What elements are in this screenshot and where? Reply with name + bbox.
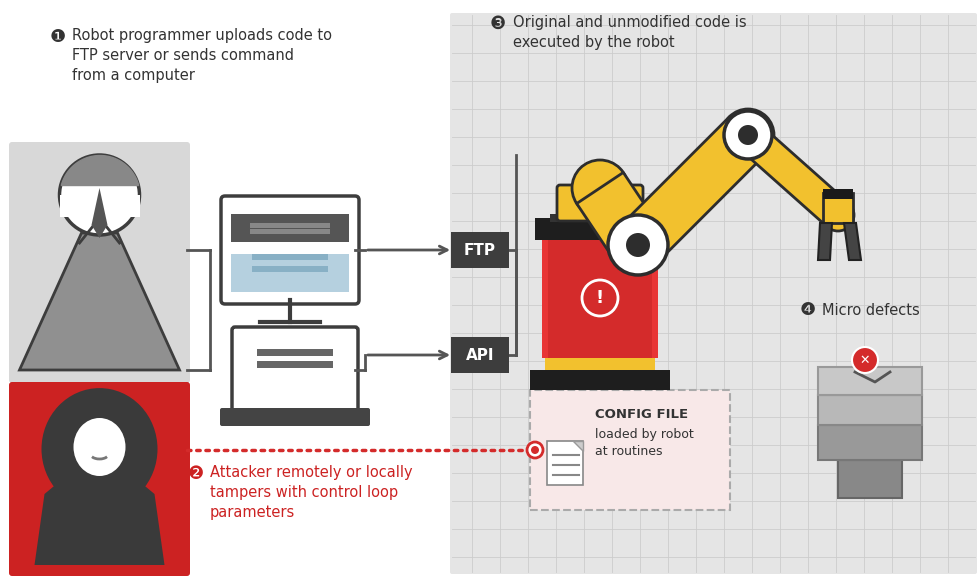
Text: ❶: ❶ bbox=[50, 28, 66, 46]
FancyBboxPatch shape bbox=[823, 193, 852, 223]
FancyBboxPatch shape bbox=[9, 382, 190, 576]
FancyBboxPatch shape bbox=[252, 266, 327, 272]
FancyBboxPatch shape bbox=[231, 214, 349, 242]
Text: ✕: ✕ bbox=[859, 353, 870, 366]
Polygon shape bbox=[737, 123, 848, 227]
Text: loaded by robot: loaded by robot bbox=[594, 428, 693, 441]
Circle shape bbox=[608, 215, 667, 275]
FancyBboxPatch shape bbox=[544, 358, 655, 370]
FancyBboxPatch shape bbox=[231, 254, 349, 292]
FancyBboxPatch shape bbox=[252, 254, 327, 260]
Polygon shape bbox=[619, 116, 766, 263]
Text: Original and unmodified code is
executed by the robot: Original and unmodified code is executed… bbox=[513, 15, 745, 50]
Text: FTP: FTP bbox=[463, 243, 495, 257]
Text: ❸: ❸ bbox=[489, 15, 506, 33]
Circle shape bbox=[610, 217, 665, 273]
Text: !: ! bbox=[595, 289, 604, 307]
Circle shape bbox=[721, 109, 773, 161]
Circle shape bbox=[531, 446, 538, 454]
Text: ❷: ❷ bbox=[188, 465, 204, 483]
FancyBboxPatch shape bbox=[549, 214, 560, 222]
FancyBboxPatch shape bbox=[60, 195, 140, 217]
FancyBboxPatch shape bbox=[221, 196, 359, 304]
FancyBboxPatch shape bbox=[610, 214, 619, 222]
FancyBboxPatch shape bbox=[817, 367, 921, 395]
Polygon shape bbox=[817, 223, 831, 260]
FancyBboxPatch shape bbox=[250, 223, 329, 228]
FancyBboxPatch shape bbox=[823, 189, 852, 199]
FancyBboxPatch shape bbox=[534, 218, 664, 240]
Text: at routines: at routines bbox=[594, 445, 661, 458]
FancyBboxPatch shape bbox=[232, 327, 358, 413]
Polygon shape bbox=[573, 441, 582, 451]
Polygon shape bbox=[20, 233, 180, 370]
FancyBboxPatch shape bbox=[9, 142, 190, 383]
FancyBboxPatch shape bbox=[546, 441, 582, 485]
FancyBboxPatch shape bbox=[547, 238, 652, 358]
Circle shape bbox=[572, 160, 627, 216]
FancyBboxPatch shape bbox=[530, 390, 729, 510]
Circle shape bbox=[738, 125, 757, 145]
Circle shape bbox=[851, 347, 877, 373]
Text: CONFIG FILE: CONFIG FILE bbox=[594, 408, 688, 421]
FancyBboxPatch shape bbox=[817, 425, 921, 460]
FancyBboxPatch shape bbox=[530, 370, 669, 390]
Circle shape bbox=[527, 442, 542, 458]
FancyBboxPatch shape bbox=[450, 337, 508, 373]
Polygon shape bbox=[34, 469, 164, 565]
FancyBboxPatch shape bbox=[817, 395, 921, 425]
Text: Robot programmer uploads code to
FTP server or sends command
from a computer: Robot programmer uploads code to FTP ser… bbox=[72, 28, 331, 82]
FancyBboxPatch shape bbox=[541, 238, 658, 358]
Circle shape bbox=[612, 219, 663, 271]
Text: API: API bbox=[465, 347, 493, 363]
Text: ❹: ❹ bbox=[799, 301, 815, 319]
Circle shape bbox=[625, 233, 650, 257]
Polygon shape bbox=[843, 223, 860, 260]
FancyBboxPatch shape bbox=[257, 349, 332, 356]
Text: Micro defects: Micro defects bbox=[821, 302, 918, 318]
Ellipse shape bbox=[41, 388, 157, 510]
Polygon shape bbox=[576, 173, 660, 260]
FancyBboxPatch shape bbox=[837, 460, 901, 498]
FancyBboxPatch shape bbox=[250, 229, 329, 234]
Circle shape bbox=[821, 199, 853, 231]
FancyBboxPatch shape bbox=[450, 232, 508, 268]
FancyBboxPatch shape bbox=[557, 185, 642, 221]
Circle shape bbox=[60, 155, 140, 235]
Ellipse shape bbox=[73, 418, 125, 476]
Text: Attacker remotely or locally
tampers with control loop
parameters: Attacker remotely or locally tampers wit… bbox=[210, 465, 412, 519]
FancyBboxPatch shape bbox=[579, 214, 589, 222]
FancyBboxPatch shape bbox=[257, 361, 332, 368]
FancyBboxPatch shape bbox=[639, 214, 650, 222]
Circle shape bbox=[723, 111, 771, 159]
FancyBboxPatch shape bbox=[449, 13, 976, 574]
Circle shape bbox=[731, 119, 763, 151]
FancyBboxPatch shape bbox=[220, 408, 369, 426]
Polygon shape bbox=[92, 188, 107, 238]
